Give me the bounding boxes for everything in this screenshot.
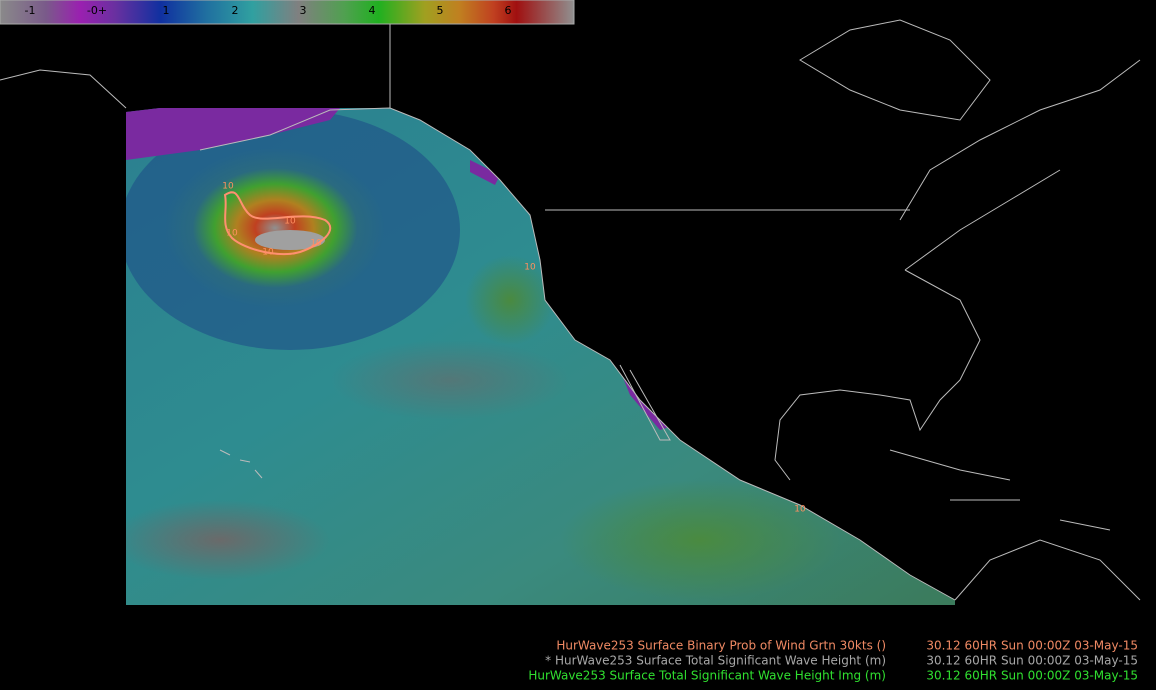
legend-product: HurWave253 Surface Binary Prob of Wind G… <box>556 639 886 653</box>
colorbar-label: 1 <box>163 4 170 17</box>
contour-label: 10 <box>226 229 238 239</box>
colorbar-label: -0+ <box>87 4 107 17</box>
contour-label: 10 <box>284 217 296 227</box>
legend-time: 30.12 60HR Sun 00:00Z 03-May-15 <box>926 669 1138 683</box>
colorbar-label: 2 <box>232 4 239 17</box>
contour-label: 10 <box>524 263 536 273</box>
colorbar-label: 3 <box>300 4 307 17</box>
colorbar-labels: -1 -0+ 1 2 3 4 5 6 <box>25 4 512 17</box>
legend-time: 30.12 60HR Sun 00:00Z 03-May-15 <box>926 654 1138 668</box>
legend-product: * HurWave253 Surface Total Significant W… <box>545 654 886 668</box>
wave-height-image <box>126 108 955 605</box>
colorbar-label: -1 <box>25 4 36 17</box>
contour-label: 10 <box>222 182 234 192</box>
contour-label: 10 <box>310 239 322 249</box>
contour-label: 10 <box>262 248 274 258</box>
coastlines <box>0 0 1141 601</box>
contour-label: 10 <box>794 505 806 515</box>
legend-product: HurWave253 Surface Total Significant Wav… <box>528 669 886 683</box>
colorbar <box>0 0 575 25</box>
contour <box>223 191 332 256</box>
colorbar-label: 4 <box>369 4 376 17</box>
legend-time: 30.12 60HR Sun 00:00Z 03-May-15 <box>926 639 1138 653</box>
legend: HurWave253 Surface Binary Prob of Wind G… <box>528 639 1138 683</box>
colorbar-label: 5 <box>437 4 444 17</box>
colorbar-label: 6 <box>505 4 512 17</box>
